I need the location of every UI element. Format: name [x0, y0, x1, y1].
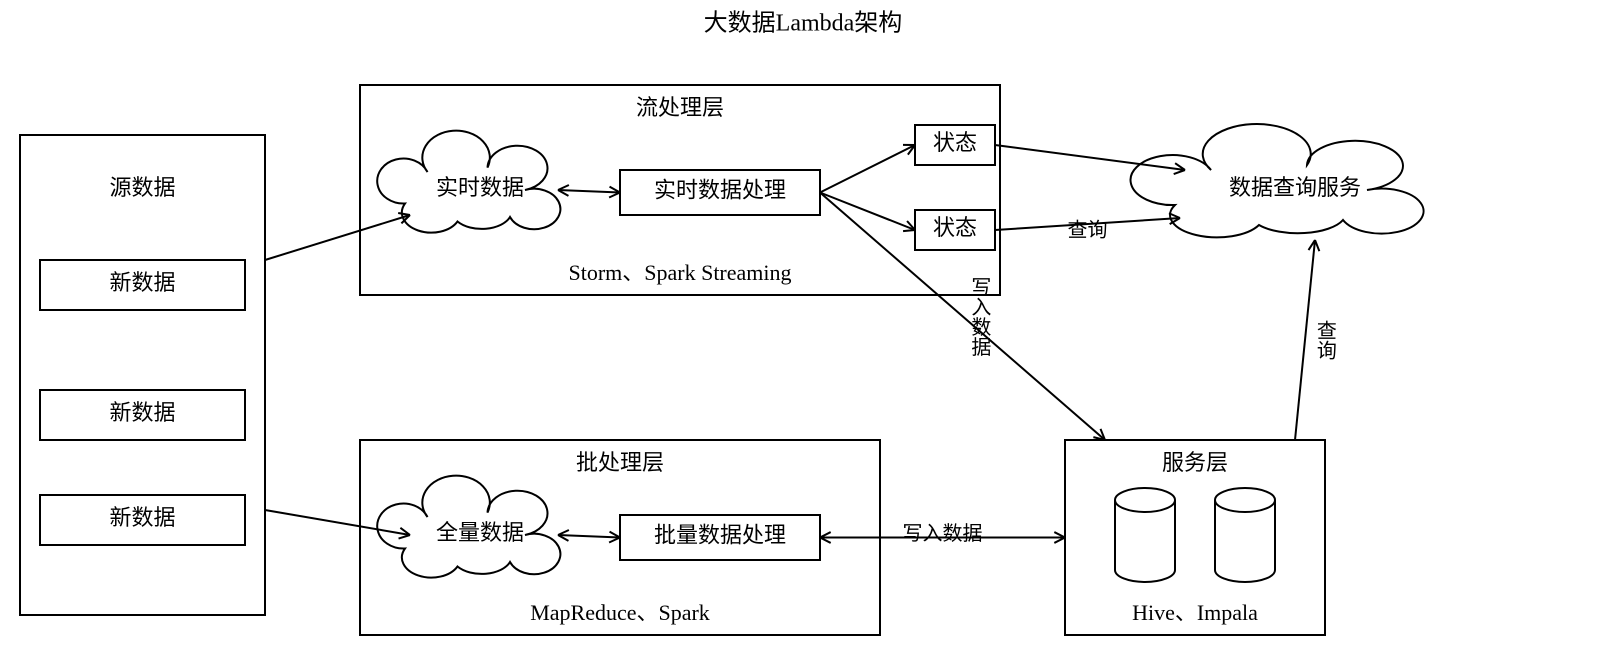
edge-batchcloud-proc	[558, 530, 620, 543]
realtime-data-cloud-label: 实时数据	[436, 175, 524, 200]
query-service-cloud-label: 数据查询服务	[1229, 175, 1361, 200]
batch-layer-title: 批处理层	[576, 450, 664, 475]
edge-batchproc-serv-label: 写入数据	[903, 522, 983, 545]
serving-layer-title: 服务层	[1162, 450, 1228, 475]
state1-label: 状态	[933, 130, 977, 155]
stream-layer-title: 流处理层	[636, 95, 724, 120]
source-item-label-2: 新数据	[109, 505, 175, 530]
source-title: 源数据	[109, 175, 175, 200]
edge-serving-query-label: 查询	[1313, 320, 1336, 360]
realtime-proc-label: 实时数据处理	[654, 178, 786, 203]
edge-proc-serving-label: 写入数据	[968, 276, 991, 356]
source-item-label-0: 新数据	[109, 270, 175, 295]
full-data-cloud-label: 全量数据	[436, 520, 524, 545]
state2-label: 状态	[933, 215, 977, 240]
edge-proc-state1	[820, 145, 915, 193]
db1-icon	[1115, 488, 1175, 582]
edge-src-stream	[265, 213, 410, 260]
edge-proc-state2	[820, 193, 915, 232]
batch-proc-label: 批量数据处理	[654, 523, 786, 548]
source-box	[20, 135, 265, 615]
db2-icon	[1215, 488, 1275, 582]
source-item-label-1: 新数据	[109, 400, 175, 425]
edge-rtcloud-proc	[558, 185, 620, 198]
edge-state2-query-label: 查询	[1068, 219, 1108, 242]
batch-layer-footer: MapReduce、Spark	[530, 600, 710, 625]
serving-layer-footer: Hive、Impala	[1132, 600, 1258, 625]
stream-layer-footer: Storm、Spark Streaming	[568, 260, 791, 285]
diagram-title: 大数据Lambda架构	[704, 10, 903, 37]
